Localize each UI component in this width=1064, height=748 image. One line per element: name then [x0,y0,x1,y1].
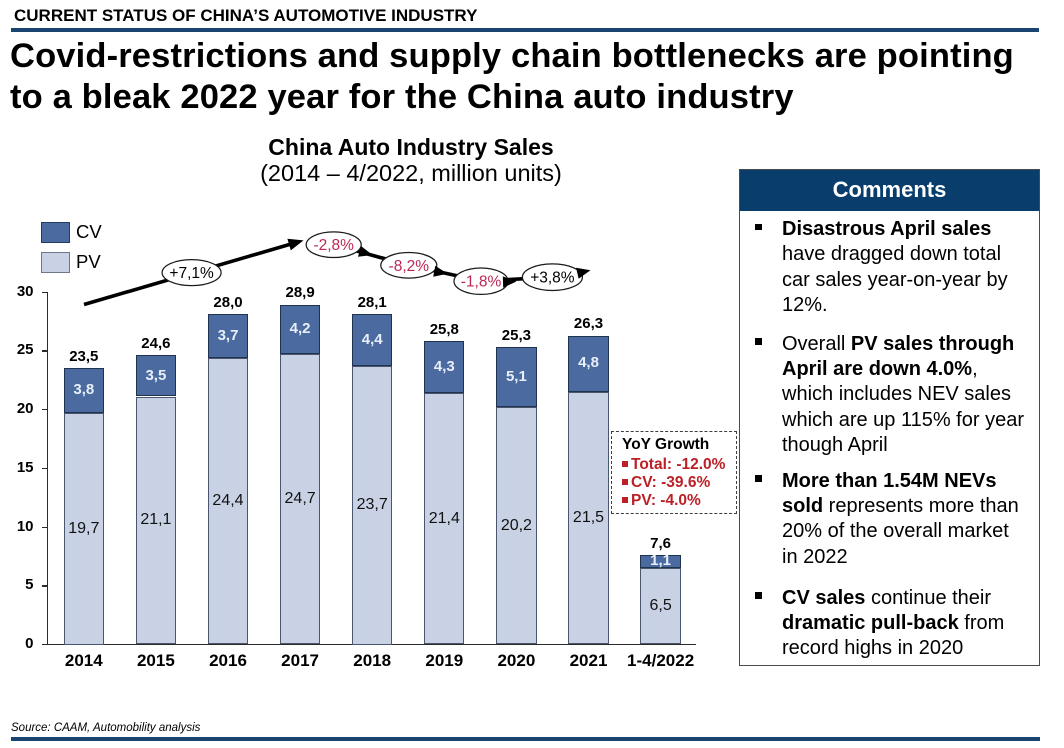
svg-text:-1,8%: -1,8% [461,274,502,291]
svg-text:+7,1%: +7,1% [169,265,214,282]
svg-text:-2,8%: -2,8% [313,237,354,254]
svg-text:+3,8%: +3,8% [530,270,575,287]
svg-text:-8,2%: -8,2% [389,258,430,275]
